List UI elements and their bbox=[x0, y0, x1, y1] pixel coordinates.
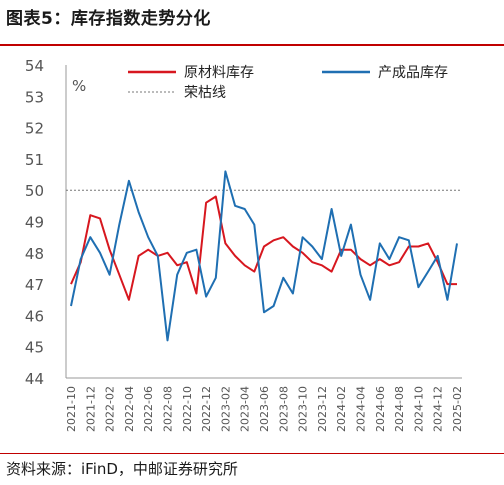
y-tick-label: 51 bbox=[25, 151, 44, 169]
x-tick-label: 2023-04 bbox=[239, 386, 252, 432]
y-tick-label: 54 bbox=[25, 57, 44, 75]
y-tick-label: 49 bbox=[25, 214, 44, 232]
footer-rule bbox=[0, 453, 504, 454]
chart-title: 图表5：库存指数走势分化 bbox=[6, 9, 211, 29]
x-tick-label: 2022-10 bbox=[181, 386, 194, 432]
y-tick-label: 53 bbox=[25, 88, 44, 106]
x-tick-label: 2021-12 bbox=[84, 386, 97, 432]
x-tick-label: 2021-10 bbox=[65, 386, 78, 432]
series-line-raw-materials bbox=[70, 195, 457, 301]
source-note: 资料来源：iFinD，中邮证券研究所 bbox=[6, 460, 238, 478]
x-tick-label: 2023-08 bbox=[277, 386, 290, 432]
y-tick-label: 50 bbox=[25, 182, 44, 200]
y-tick-label: 44 bbox=[25, 370, 44, 388]
legend-label-reference: 荣枯线 bbox=[184, 85, 226, 101]
x-tick-label: 2024-06 bbox=[374, 386, 387, 432]
x-tick-label: 2023-10 bbox=[297, 386, 310, 432]
y-tick-label: 45 bbox=[25, 339, 44, 357]
x-tick-label: 2024-02 bbox=[335, 386, 348, 432]
x-tick-label: 2024-12 bbox=[432, 386, 445, 432]
x-tick-label: 2023-02 bbox=[219, 386, 232, 432]
unit-label: % bbox=[72, 77, 86, 95]
x-tick-label: 2024-08 bbox=[393, 386, 406, 432]
x-tick-label: 2022-02 bbox=[104, 386, 117, 432]
title-rule bbox=[0, 44, 504, 46]
x-tick-label: 2023-12 bbox=[316, 386, 329, 432]
x-tick-label: 2024-10 bbox=[412, 386, 425, 432]
x-tick-label: 2022-04 bbox=[123, 386, 136, 432]
x-tick-label: 2023-06 bbox=[258, 386, 271, 432]
x-tick-label: 2024-04 bbox=[355, 386, 368, 432]
y-tick-label: 47 bbox=[25, 276, 44, 294]
x-tick-label: 2022-12 bbox=[200, 386, 213, 432]
series-line-finished-goods bbox=[70, 170, 458, 342]
legend: 原材料库存 产成品库存 荣枯线 bbox=[128, 65, 448, 101]
x-tick-label: 2025-02 bbox=[451, 386, 464, 432]
x-tick-label: 2022-08 bbox=[162, 386, 175, 432]
legend-label-raw-materials: 原材料库存 bbox=[184, 65, 254, 81]
x-tick-label: 2022-06 bbox=[142, 386, 155, 432]
y-tick-label: 48 bbox=[25, 245, 44, 263]
y-tick-label: 52 bbox=[25, 120, 44, 138]
y-tick-label: 46 bbox=[25, 307, 44, 325]
line-chart: 44 45 46 47 48 49 50 51 52 53 54 2021-10 2021-12 2022… bbox=[25, 57, 464, 432]
legend-label-finished-goods: 产成品库存 bbox=[378, 65, 448, 81]
